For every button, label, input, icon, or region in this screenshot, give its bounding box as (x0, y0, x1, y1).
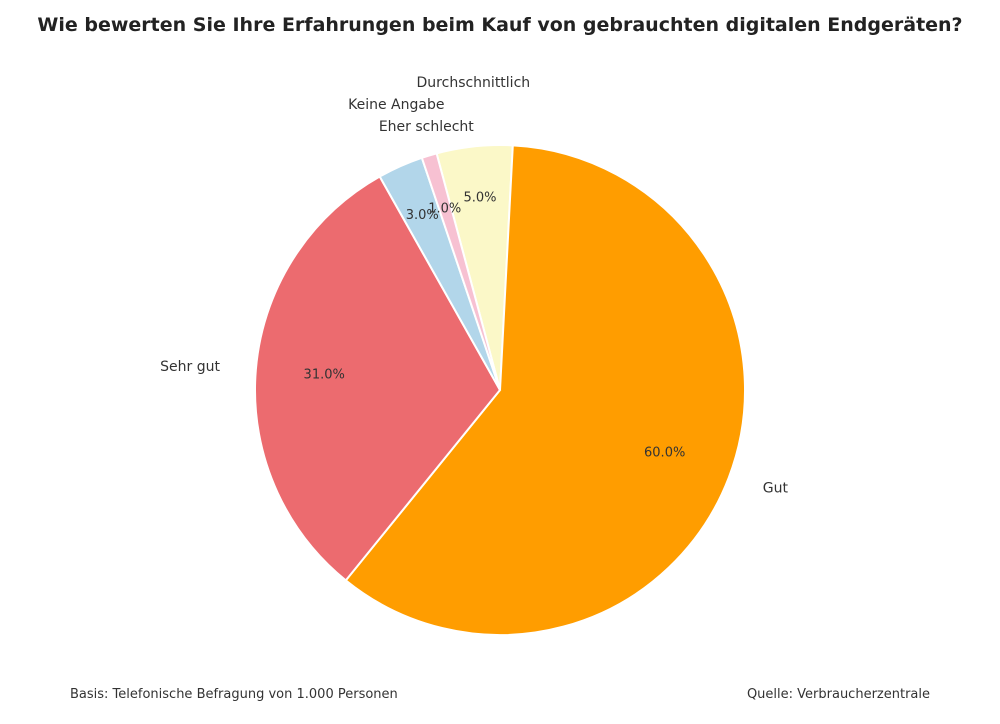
pie-category-label: Sehr gut (160, 359, 220, 375)
footer-basis: Basis: Telefonische Befragung von 1.000 … (70, 687, 398, 702)
pie-chart: 5.0%60.0%31.0%3.0%1.0%DurchschnittlichGu… (0, 70, 1000, 670)
pie-pct-label: 1.0% (428, 202, 461, 217)
pie-pct-label: 31.0% (304, 368, 345, 383)
pie-category-label: Eher schlecht (379, 119, 474, 135)
pie-category-label: Gut (763, 481, 789, 497)
pie-pct-label: 5.0% (464, 190, 497, 205)
pie-category-label: Durchschnittlich (417, 75, 531, 91)
pie-category-label: Keine Angabe (348, 97, 444, 113)
chart-title: Wie bewerten Sie Ihre Erfahrungen beim K… (0, 14, 1000, 36)
pie-pct-label: 60.0% (644, 446, 685, 461)
footer-source: Quelle: Verbraucherzentrale (747, 687, 930, 702)
